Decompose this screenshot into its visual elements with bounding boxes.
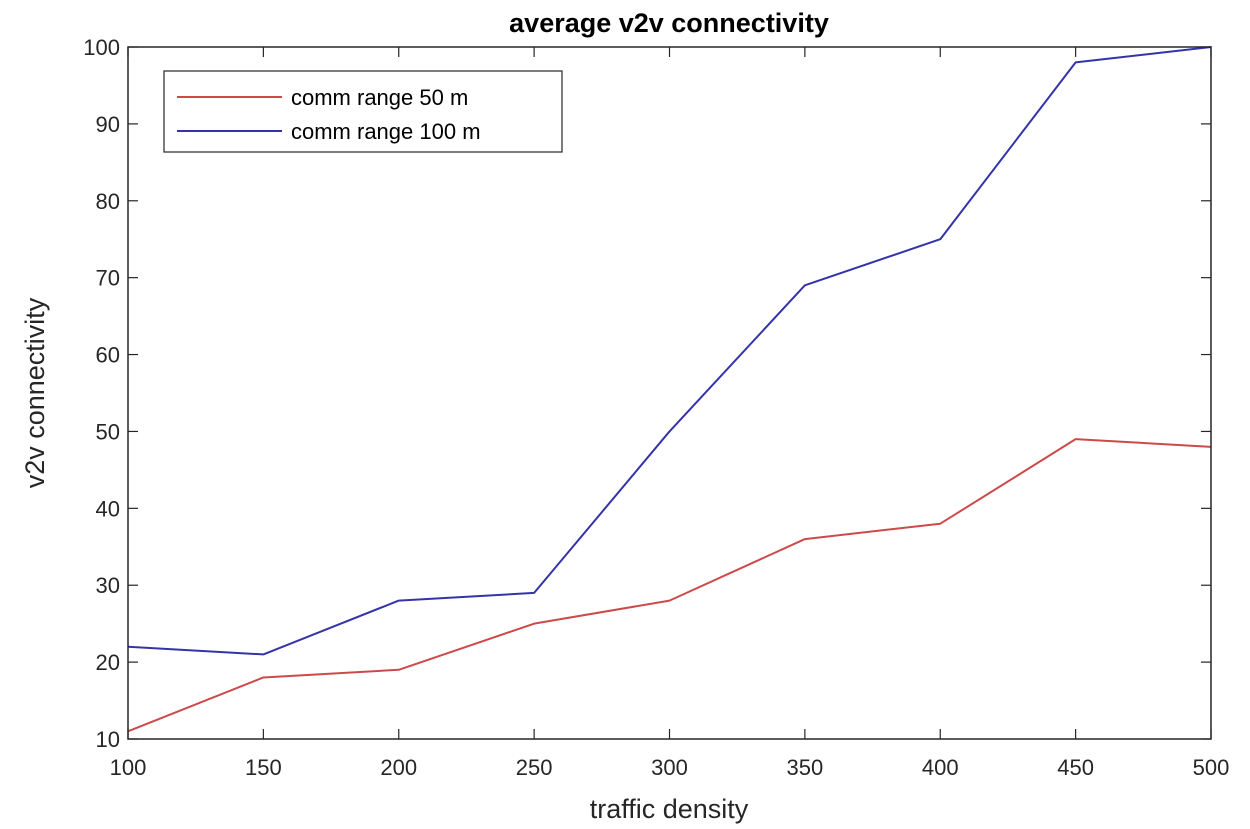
y-tick-label: 90 xyxy=(96,112,120,137)
series-layer xyxy=(127,46,1212,733)
legend-entries: comm range 50 m comm range 100 m xyxy=(177,85,481,144)
x-tick-label: 150 xyxy=(245,755,282,780)
legend-box xyxy=(163,70,563,153)
y-axis-ticks: 10 20 30 40 50 60 70 80 90 100 xyxy=(83,35,1211,752)
plot-area xyxy=(128,47,1211,739)
y-tick-label: 80 xyxy=(96,189,120,214)
y-tick-label: 30 xyxy=(96,573,120,598)
x-tick-label: 300 xyxy=(651,755,688,780)
y-tick-label: 100 xyxy=(83,35,120,60)
legend: comm range 50 m comm range 100 m xyxy=(163,70,563,153)
x-tick-label: 250 xyxy=(516,755,553,780)
x-axis-ticks: 100 150 200 250 300 350 400 450 500 xyxy=(110,47,1230,780)
x-tick-label: 400 xyxy=(922,755,959,780)
plot-frame xyxy=(127,46,1212,740)
y-tick-label: 70 xyxy=(96,266,120,291)
y-tick-label: 60 xyxy=(96,343,120,368)
x-tick-label: 100 xyxy=(110,755,147,780)
x-tick-label: 500 xyxy=(1193,755,1230,780)
y-tick-label: 10 xyxy=(96,727,120,752)
y-axis-label: v2v connectivity xyxy=(20,297,50,488)
y-tick-label: 40 xyxy=(96,496,120,521)
legend-label-2: comm range 100 m xyxy=(291,119,481,144)
y-tick-label: 50 xyxy=(96,419,120,444)
x-tick-label: 450 xyxy=(1057,755,1094,780)
chart-title: average v2v connectivity xyxy=(509,8,829,38)
x-tick-label: 200 xyxy=(380,755,417,780)
legend-label-1: comm range 50 m xyxy=(291,85,468,110)
series-line-1 xyxy=(127,438,1212,733)
y-tick-label: 20 xyxy=(96,650,120,675)
x-tick-label: 350 xyxy=(787,755,824,780)
x-axis-label: traffic density xyxy=(590,794,749,824)
series-line-2 xyxy=(127,46,1212,656)
